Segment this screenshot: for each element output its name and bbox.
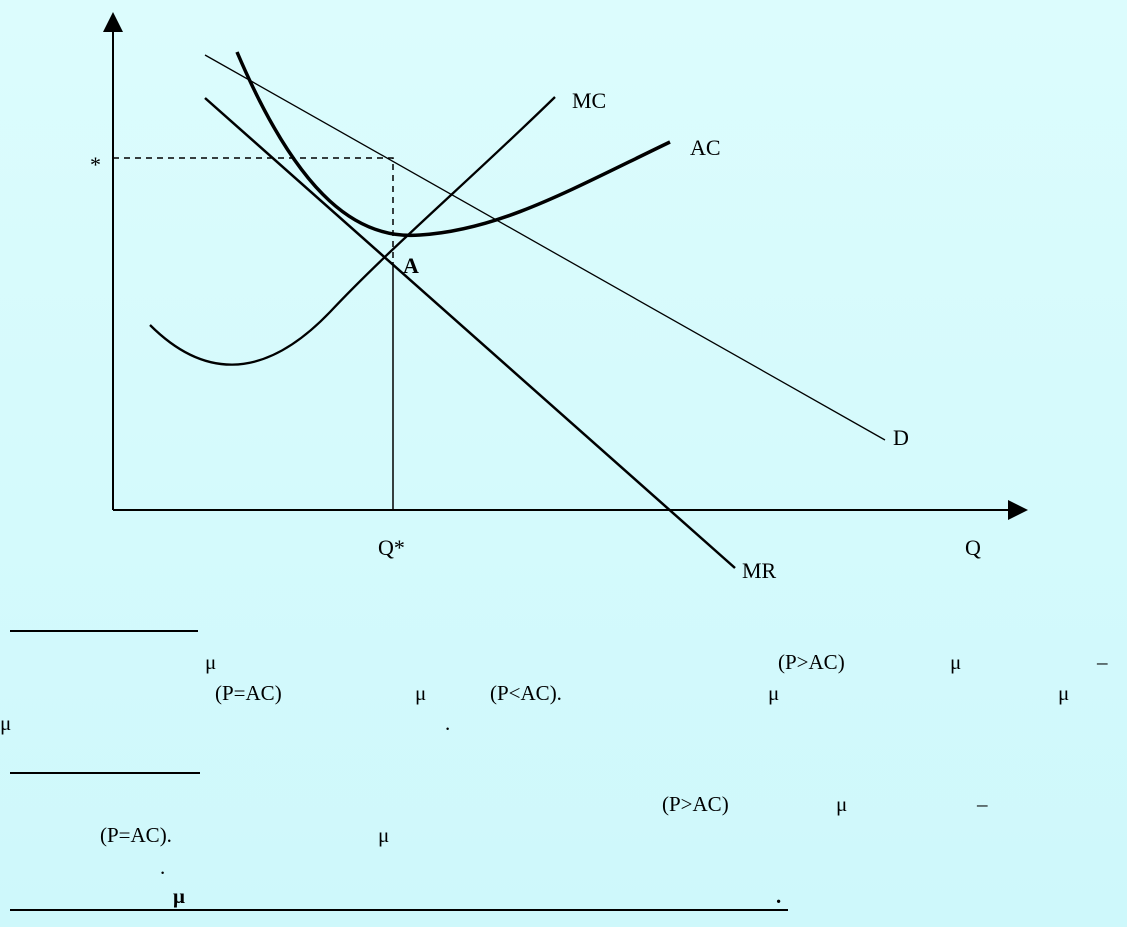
text: .: [776, 884, 782, 908]
text: μ: [173, 884, 185, 908]
mc-curve: [149, 96, 556, 366]
text: μ: [378, 823, 390, 847]
text: μ: [768, 681, 780, 705]
diagram: * MC AC A D Q* Q MR: [90, 12, 1028, 583]
text: μ: [836, 792, 848, 816]
q-star-label: Q*: [378, 535, 405, 560]
text: (P=AC): [215, 681, 282, 705]
text: μ: [415, 681, 427, 705]
text: (P=AC).: [100, 823, 172, 847]
text: –: [1097, 650, 1108, 674]
text: μ: [205, 650, 217, 674]
ac-label: AC: [690, 135, 721, 160]
underline: [10, 630, 198, 632]
ac-curve: [235, 51, 671, 238]
text: μ: [950, 650, 962, 674]
mr-curve: [204, 97, 736, 569]
price-guide: [113, 157, 394, 262]
underline: [10, 772, 200, 774]
point-label: A: [403, 253, 419, 278]
demand-curve: [204, 54, 886, 441]
text: –: [977, 792, 988, 816]
text: .: [445, 711, 451, 735]
y-marker: *: [90, 152, 101, 177]
d-label: D: [893, 425, 909, 450]
text: (P>AC): [778, 650, 845, 674]
text: (P<AC).: [490, 681, 562, 705]
text: .: [160, 855, 166, 879]
text: μ: [1058, 681, 1070, 705]
mc-label: MC: [572, 88, 606, 113]
mr-label: MR: [742, 558, 777, 583]
text: (P>AC): [662, 792, 729, 816]
q-label: Q: [965, 535, 981, 560]
text: μ: [0, 711, 12, 735]
underline: [10, 909, 788, 911]
